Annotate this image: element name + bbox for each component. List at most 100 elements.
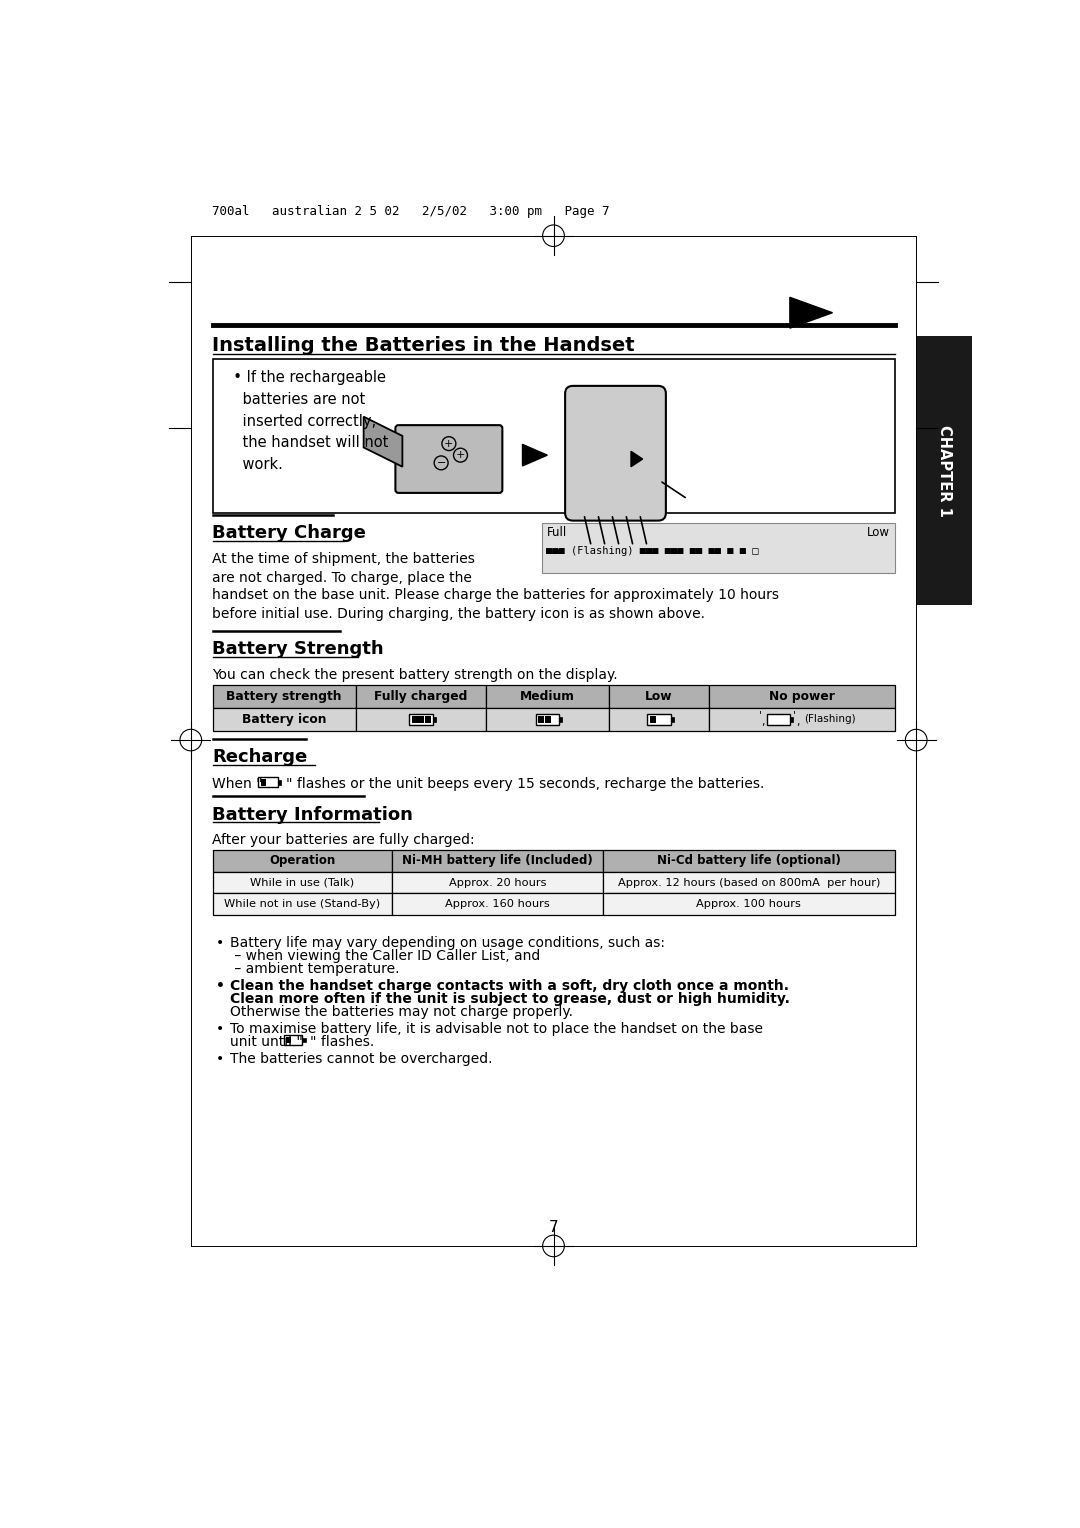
Text: Ni-Cd battery life (optional): Ni-Cd battery life (optional) [657,854,840,868]
Bar [647,714,671,724]
Text: Clean the handset charge contacts with a soft, dry cloth once a month.: Clean the handset charge contacts with a… [230,979,788,993]
Bar [608,707,710,730]
Text: CHAPTER 1: CHAPTER 1 [936,425,951,516]
Text: – when viewing the Caller ID Caller List, and: – when viewing the Caller ID Caller List… [230,949,540,963]
Text: • If the rechargeable
    batteries are not
    inserted correctly,
    the hand: • If the rechargeable batteries are not … [225,370,389,472]
Bar [302,1038,306,1042]
Bar [559,717,562,721]
Bar [603,872,894,894]
Bar [392,850,603,872]
Bar [213,850,392,872]
Bar [608,685,710,707]
Text: +: + [456,451,465,460]
Text: You can check the present battery strength on the display.: You can check the present battery streng… [213,668,618,681]
Text: To maximise battery life, it is advisable not to place the handset on the base: To maximise battery life, it is advisabl… [230,1022,762,1036]
Bar [433,717,435,721]
Text: ': ' [794,711,796,720]
Bar [603,850,894,872]
Bar [710,707,894,730]
Bar [603,894,894,915]
Bar [542,523,894,573]
Text: " flashes or the unit beeps every 15 seconds, recharge the batteries.: " flashes or the unit beeps every 15 sec… [286,778,765,792]
Bar [767,714,791,724]
Text: Approx. 100 hours: Approx. 100 hours [697,898,801,909]
Text: •: • [216,937,225,950]
Bar [213,359,894,513]
Text: While in use (Talk): While in use (Talk) [251,877,354,888]
Text: After your batteries are fully charged:: After your batteries are fully charged: [213,833,475,847]
Text: Medium: Medium [519,689,575,703]
Text: Clean more often if the unit is subject to grease, dust or high humidity.: Clean more often if the unit is subject … [230,992,789,1005]
Text: Battery strength: Battery strength [227,689,342,703]
Text: 7: 7 [549,1221,558,1235]
Bar [356,685,486,707]
Text: No power: No power [769,689,835,703]
Text: •: • [216,979,226,993]
Text: " flashes.: " flashes. [310,1034,375,1048]
Text: At the time of shipment, the batteries
are not charged. To charge, place the: At the time of shipment, the batteries a… [213,552,475,585]
Bar [418,715,424,723]
Text: Battery Strength: Battery Strength [213,640,384,659]
Text: ': ' [758,711,761,720]
Text: While not in use (Stand-By): While not in use (Stand-By) [225,898,380,909]
Text: – ambient temperature.: – ambient temperature. [230,961,399,976]
Bar [710,685,894,707]
Text: Approx. 12 hours (based on 800mA  per hour): Approx. 12 hours (based on 800mA per hou… [618,877,880,888]
Text: When ": When " [213,778,264,792]
Text: unit until ": unit until " [230,1034,302,1048]
Bar [649,715,656,723]
Text: Recharge: Recharge [213,747,308,766]
Bar [392,872,603,894]
Text: Otherwise the batteries may not charge properly.: Otherwise the batteries may not charge p… [230,1004,572,1019]
Bar [486,707,608,730]
Bar [279,779,282,785]
Text: Battery Charge: Battery Charge [213,524,366,542]
Text: Low: Low [867,526,890,539]
Text: ,: , [761,717,765,727]
Bar [213,685,356,707]
Polygon shape [789,298,833,329]
Text: Approx. 20 hours: Approx. 20 hours [449,877,546,888]
Text: 700al   australian 2 5 02   2/5/02   3:00 pm   Page 7: 700al australian 2 5 02 2/5/02 3:00 pm P… [213,205,610,219]
Text: Operation: Operation [269,854,336,868]
Text: Full: Full [546,526,567,539]
Bar [671,717,674,721]
Text: Approx. 160 hours: Approx. 160 hours [445,898,550,909]
Text: Low: Low [645,689,673,703]
Bar [213,894,392,915]
Text: •: • [216,1022,225,1036]
FancyBboxPatch shape [565,387,666,521]
Polygon shape [364,417,403,466]
Bar [536,714,559,724]
Text: Installing the Batteries in the Handset: Installing the Batteries in the Handset [213,336,635,354]
Bar [486,685,608,707]
Bar [538,715,544,723]
Bar [409,714,433,724]
Polygon shape [523,445,548,466]
Text: (Flashing): (Flashing) [805,714,855,724]
Bar [356,707,486,730]
Bar [916,336,972,605]
Text: Fully charged: Fully charged [375,689,468,703]
Bar [424,715,431,723]
Text: ■■■ (Flashing) ■■■ ■■■ ■■ ■■ ■ ■ □: ■■■ (Flashing) ■■■ ■■■ ■■ ■■ ■ ■ □ [545,545,758,556]
Bar [544,715,551,723]
Bar [284,1036,302,1045]
Bar [392,894,603,915]
Text: Battery life may vary depending on usage conditions, such as:: Battery life may vary depending on usage… [230,937,664,950]
Bar [286,1038,291,1042]
Text: −: − [436,458,446,468]
Text: Battery icon: Battery icon [242,712,326,726]
FancyBboxPatch shape [395,425,502,494]
Bar [213,707,356,730]
Bar [213,872,392,894]
Bar [791,717,794,721]
Text: handset on the base unit. Please charge the batteries for approximately 10 hours: handset on the base unit. Please charge … [213,588,780,620]
Polygon shape [631,451,643,466]
Text: •: • [216,1051,225,1067]
Text: +: + [444,439,454,449]
Bar [258,778,279,787]
Bar [411,715,418,723]
Text: The batteries cannot be overcharged.: The batteries cannot be overcharged. [230,1051,492,1067]
Text: ,: , [796,717,800,727]
